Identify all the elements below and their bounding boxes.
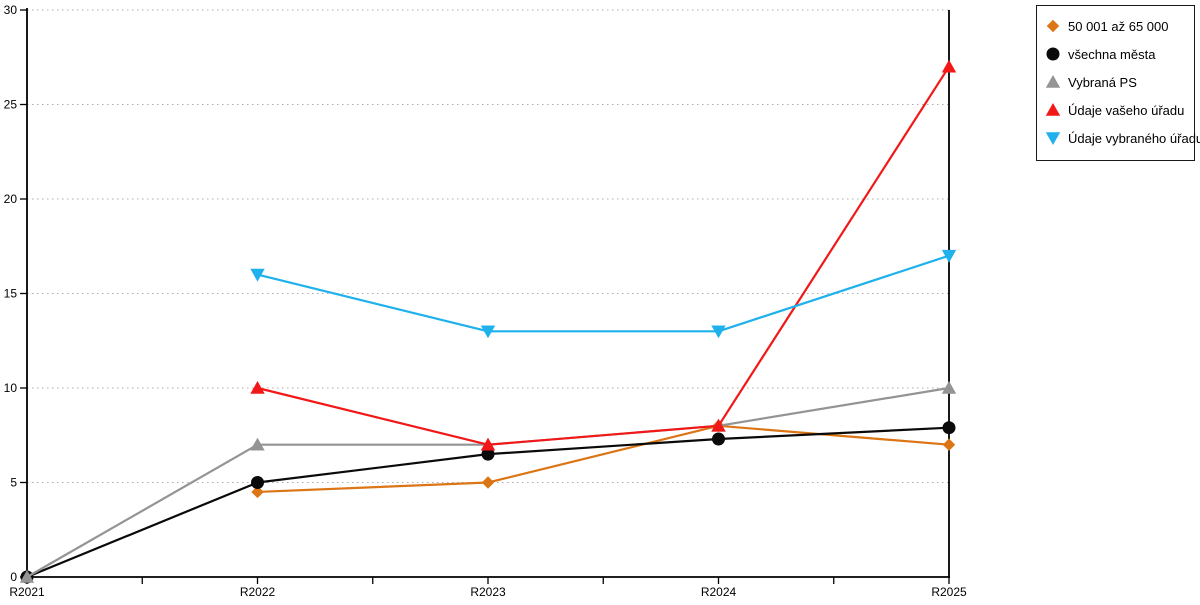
series-3-marker: [941, 59, 957, 73]
series-4-marker: [250, 268, 265, 282]
triangle-down-icon: [1045, 132, 1061, 145]
circle-icon: [1046, 47, 1060, 61]
legend-label: Vybraná PS: [1068, 74, 1137, 90]
legend-label: všechna města: [1068, 46, 1156, 62]
y-tick-label: 5: [10, 476, 17, 490]
x-tick-label: R2023: [470, 585, 506, 599]
y-tick-label: 10: [4, 381, 18, 395]
series-4-marker: [711, 325, 726, 339]
legend-label: Údaje vybraného úřadu: [1068, 130, 1200, 146]
legend-item-1: všechna města: [1045, 40, 1186, 68]
series-0-marker: [251, 485, 264, 499]
series-line-3: [257, 66, 950, 446]
y-tick-label: 30: [4, 3, 18, 17]
y-tick-label: 25: [4, 98, 18, 112]
series-1-marker: [942, 421, 956, 435]
triangle-up-icon: [1045, 75, 1061, 88]
series-2-marker: [19, 570, 35, 583]
legend: 50 001 až 65 000 všechna města Vybraná PS Ú…: [1036, 5, 1200, 161]
series-1-marker: [712, 432, 725, 446]
diamond-icon: [1046, 19, 1060, 33]
series-0-marker: [481, 476, 495, 489]
x-tick-label: R2025: [931, 585, 967, 599]
series-0-marker: [942, 438, 956, 451]
series-3-marker: [480, 437, 496, 451]
legend-label: Údaje vašeho úřadu: [1068, 102, 1185, 118]
x-tick-label: R2024: [701, 585, 737, 599]
legend-label: 50 001 až 65 000: [1068, 18, 1169, 34]
y-tick-label: 15: [4, 287, 18, 301]
series-2-marker: [250, 437, 265, 451]
legend-item-2: Vybraná PS: [1045, 68, 1186, 96]
legend-item-3: Údaje vašeho úřadu: [1045, 96, 1186, 124]
series-1-marker: [481, 447, 495, 461]
series-3-marker: [250, 381, 265, 394]
legend-item-4: Údaje vybraného úřadu: [1045, 124, 1200, 152]
x-tick-label: R2022: [240, 585, 276, 599]
triangle-up-icon: [1045, 103, 1061, 116]
series-line-4: [257, 254, 950, 333]
x-tick-label: R2021: [9, 585, 45, 599]
series-2-marker: [941, 381, 957, 394]
series-line-0: [257, 424, 950, 494]
y-tick-label: 0: [10, 570, 17, 584]
y-tick-label: 20: [4, 192, 18, 206]
series-4-marker: [941, 249, 957, 263]
series-1-marker: [251, 476, 264, 489]
legend-item-0: 50 001 až 65 000: [1045, 12, 1186, 40]
series-3-marker: [711, 418, 726, 432]
series-4-marker: [480, 325, 496, 339]
